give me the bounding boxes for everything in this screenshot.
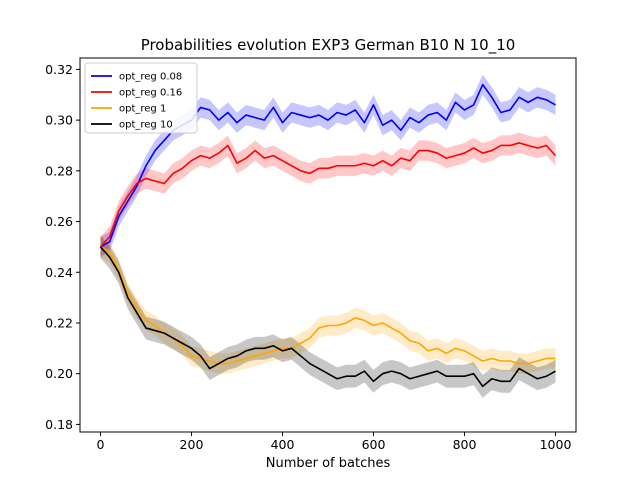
y-tick-label: 0.28 bbox=[45, 163, 73, 178]
y-tick-label: 0.24 bbox=[45, 265, 73, 280]
error-band-2 bbox=[100, 236, 556, 374]
plot-area bbox=[99, 74, 557, 398]
error-band-1 bbox=[100, 132, 556, 258]
y-tick-label: 0.18 bbox=[45, 417, 73, 432]
y-tick-label: 0.22 bbox=[45, 315, 73, 330]
legend-label: opt_reg 0.16 bbox=[119, 88, 182, 99]
series-line-1 bbox=[99, 142, 557, 248]
x-tick-label: 800 bbox=[453, 437, 477, 452]
legend-label: opt_reg 10 bbox=[119, 120, 173, 131]
legend-box bbox=[84, 62, 198, 134]
legend-label: opt_reg 0.08 bbox=[119, 72, 182, 83]
x-tick-label: 400 bbox=[271, 437, 295, 452]
x-tick-label: 200 bbox=[180, 437, 204, 452]
y-tick-label: 0.20 bbox=[45, 366, 73, 381]
error-band-0 bbox=[100, 74, 556, 258]
y-tick-label: 0.30 bbox=[45, 113, 73, 128]
legend-label: opt_reg 1 bbox=[119, 104, 166, 115]
x-tick-label: 0 bbox=[97, 437, 105, 452]
x-tick-label: 1000 bbox=[540, 437, 572, 452]
y-tick-label: 0.26 bbox=[45, 214, 73, 229]
error-bands bbox=[100, 74, 556, 398]
x-tick-label: 600 bbox=[362, 437, 386, 452]
y-axis: 0.18 0.20 0.22 0.24 0.26 0.28 0.30 0.32 bbox=[45, 62, 80, 432]
y-tick-label: 0.32 bbox=[45, 62, 73, 77]
chart-title: Probabilities evolution EXP3 German B10 … bbox=[141, 36, 516, 55]
error-band-3 bbox=[100, 235, 556, 398]
x-axis-label: Number of batches bbox=[266, 456, 391, 471]
series-line-3 bbox=[99, 246, 556, 388]
legend: opt_reg 0.08 opt_reg 0.16 opt_reg 1 opt_reg… bbox=[84, 62, 198, 134]
x-axis: 0 200 400 600 800 1000 bbox=[97, 432, 572, 452]
plot-frame bbox=[79, 57, 577, 433]
